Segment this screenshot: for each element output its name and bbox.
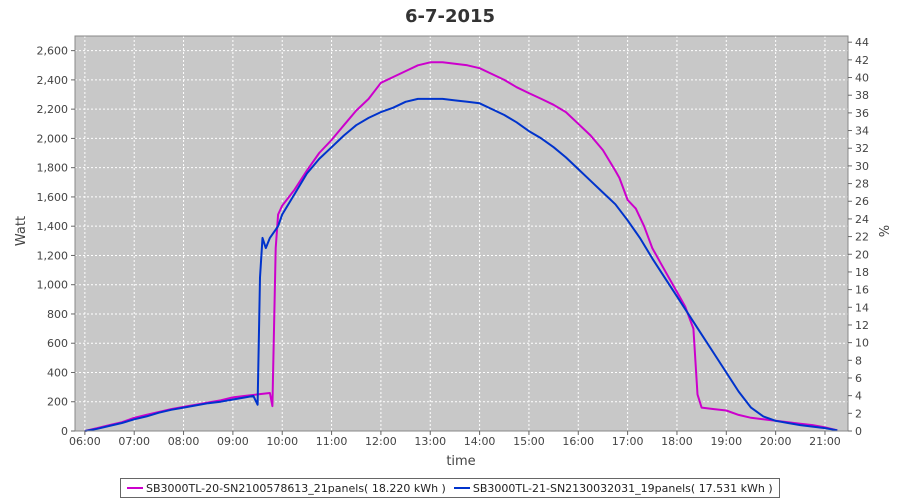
x-tick-label: 11:00 xyxy=(316,435,348,448)
y-tick-label: 600 xyxy=(47,337,68,350)
y2-tick-label: 40 xyxy=(855,72,869,85)
x-tick-label: 16:00 xyxy=(562,435,594,448)
x-axis-label: time xyxy=(446,454,475,469)
y2-axis-label: % xyxy=(875,225,890,237)
legend-item: SB3000TL-21-SN2130032031_19panels( 17.53… xyxy=(453,481,773,495)
legend-label: SB3000TL-21-SN2130032031_19panels( 17.53… xyxy=(472,481,773,495)
legend-swatch xyxy=(127,487,143,489)
y2-tick-label: 34 xyxy=(855,125,869,138)
y2-tick-label: 0 xyxy=(855,425,862,438)
y-axis-label: Watt xyxy=(14,216,29,246)
x-tick-label: 17:00 xyxy=(612,435,644,448)
y2-tick-label: 10 xyxy=(855,337,869,350)
y2-tick-label: 14 xyxy=(855,301,869,314)
chart-title: 6-7-2015 xyxy=(405,6,495,27)
legend-label: SB3000TL-20-SN2100578613_21panels( 18.22… xyxy=(146,481,446,495)
plot-area: 06:00 07:00 08:00 09:00 10:00 11:00 12:00 13:00… xyxy=(37,35,869,448)
y2-tick-label: 16 xyxy=(855,284,869,297)
y2-tick-label: 24 xyxy=(855,213,869,226)
y2-tick-label: 6 xyxy=(855,372,862,385)
series-line-1 xyxy=(84,61,838,432)
y-tick-label: 800 xyxy=(47,308,68,321)
series-line-2 xyxy=(84,97,838,432)
y2-tick-label: 28 xyxy=(855,178,869,191)
y2-tick-label: 8 xyxy=(855,354,862,367)
y-tick-label: 1,800 xyxy=(37,162,69,175)
y2-tick-label: 36 xyxy=(855,107,869,120)
y-tick-label: 2,600 xyxy=(37,45,69,58)
y-tick-label: 1,200 xyxy=(37,249,69,262)
y-tick-label: 1,000 xyxy=(37,279,69,292)
plot-border xyxy=(74,35,849,432)
y2-tick-label: 42 xyxy=(855,54,869,67)
y2-tick-label: 26 xyxy=(855,195,869,208)
y-tick-label: 2,000 xyxy=(37,132,69,145)
y2-tick-label: 20 xyxy=(855,248,869,261)
x-tick-label: 21:00 xyxy=(809,435,841,448)
y2-tick-label: 22 xyxy=(855,231,869,244)
y2-tick-label: 32 xyxy=(855,142,869,155)
x-tick-label: 12:00 xyxy=(365,435,397,448)
y-tick-label: 400 xyxy=(47,366,68,379)
x-tick-label: 06:00 xyxy=(69,435,101,448)
x-tick-label: 15:00 xyxy=(513,435,545,448)
y-tick-label: 0 xyxy=(61,425,68,438)
y2-tick-label: 4 xyxy=(855,390,862,403)
x-tick-label: 09:00 xyxy=(217,435,249,448)
y2-tick-label: 38 xyxy=(855,89,869,102)
y-tick-label: 1,600 xyxy=(37,191,69,204)
x-tick-label: 13:00 xyxy=(414,435,446,448)
plot-background xyxy=(75,36,848,431)
legend-swatch xyxy=(453,487,470,489)
legend: SB3000TL-20-SN2100578613_21panels( 18.22… xyxy=(120,478,780,498)
x-tick-label: 20:00 xyxy=(760,435,792,448)
x-tick-label: 07:00 xyxy=(118,435,150,448)
x-tick-label: 18:00 xyxy=(661,435,693,448)
y2-tick-label: 44 xyxy=(855,36,869,49)
y2-tick-label: 30 xyxy=(855,160,869,173)
x-tick-label: 10:00 xyxy=(266,435,298,448)
y-tick-label: 1,400 xyxy=(37,220,69,233)
x-tick-label: 19:00 xyxy=(710,435,742,448)
y-tick-label: 2,200 xyxy=(37,103,69,116)
x-tick-label: 08:00 xyxy=(168,435,200,448)
y2-tick-label: 12 xyxy=(855,319,869,332)
y-tick-label: 200 xyxy=(47,396,68,409)
legend-item: SB3000TL-20-SN2100578613_21panels( 18.22… xyxy=(127,482,446,495)
y-tick-label: 2,400 xyxy=(37,74,69,87)
x-tick-label: 14:00 xyxy=(464,435,496,448)
y2-tick-label: 18 xyxy=(855,266,869,279)
y2-tick-label: 2 xyxy=(855,407,862,420)
